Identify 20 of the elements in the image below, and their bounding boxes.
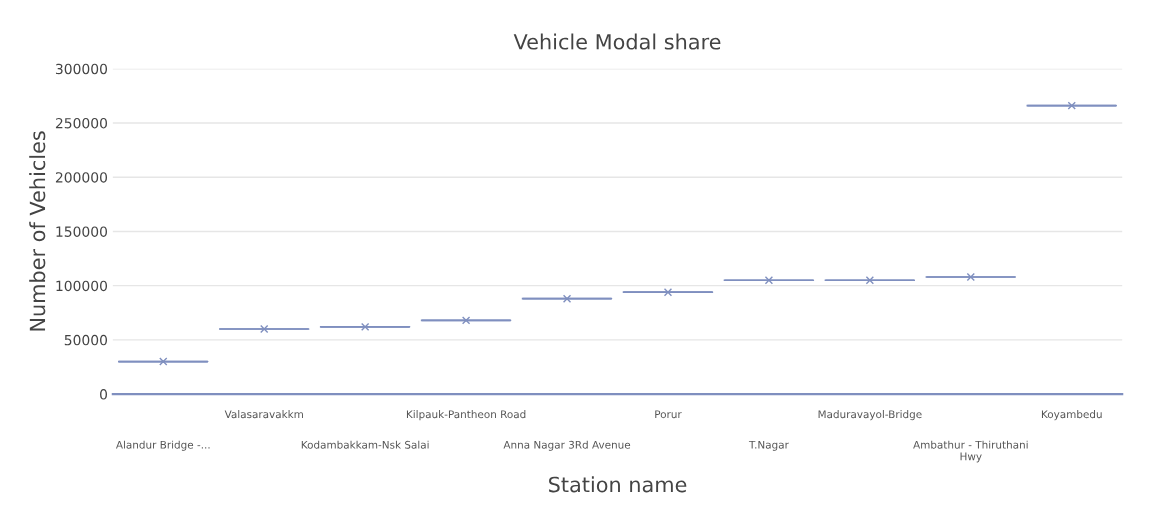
x-tick-label: Ambathur - Thiruthani Hwy — [913, 440, 1028, 463]
x-tick-label: Koyambedu — [1041, 410, 1102, 421]
y-tick-label: 0 — [100, 389, 108, 400]
x-axis-title: Station name — [549, 476, 687, 493]
x-tick-label: Kilpauk-Pantheon Road — [406, 410, 526, 421]
chart-title: Vehicle Modal share — [513, 33, 721, 50]
x-tick-label: Kodambakkam-Nsk Salai — [301, 440, 429, 449]
y-tick-label: 300000 — [55, 63, 108, 75]
x-tick-label: Porur — [655, 410, 682, 419]
x-tick-label: Anna Nagar 3Rd Avenue — [503, 440, 631, 451]
x-tick-label: T.Nagar — [748, 440, 789, 451]
x-tick-label: Alandur Bridge -... — [115, 440, 210, 451]
y-tick-label: 200000 — [55, 172, 108, 183]
y-tick-label: 100000 — [56, 280, 108, 292]
y-tick-label: 50000 — [64, 334, 108, 346]
y-tick-label: 150000 — [56, 226, 108, 237]
x-tick-label: Maduravayol-Bridge — [818, 410, 922, 421]
y-tick-label: 250000 — [55, 117, 108, 129]
x-tick-label: Valasaravakkm — [224, 410, 303, 419]
y-axis-title: Number of Vehicles — [29, 131, 46, 331]
